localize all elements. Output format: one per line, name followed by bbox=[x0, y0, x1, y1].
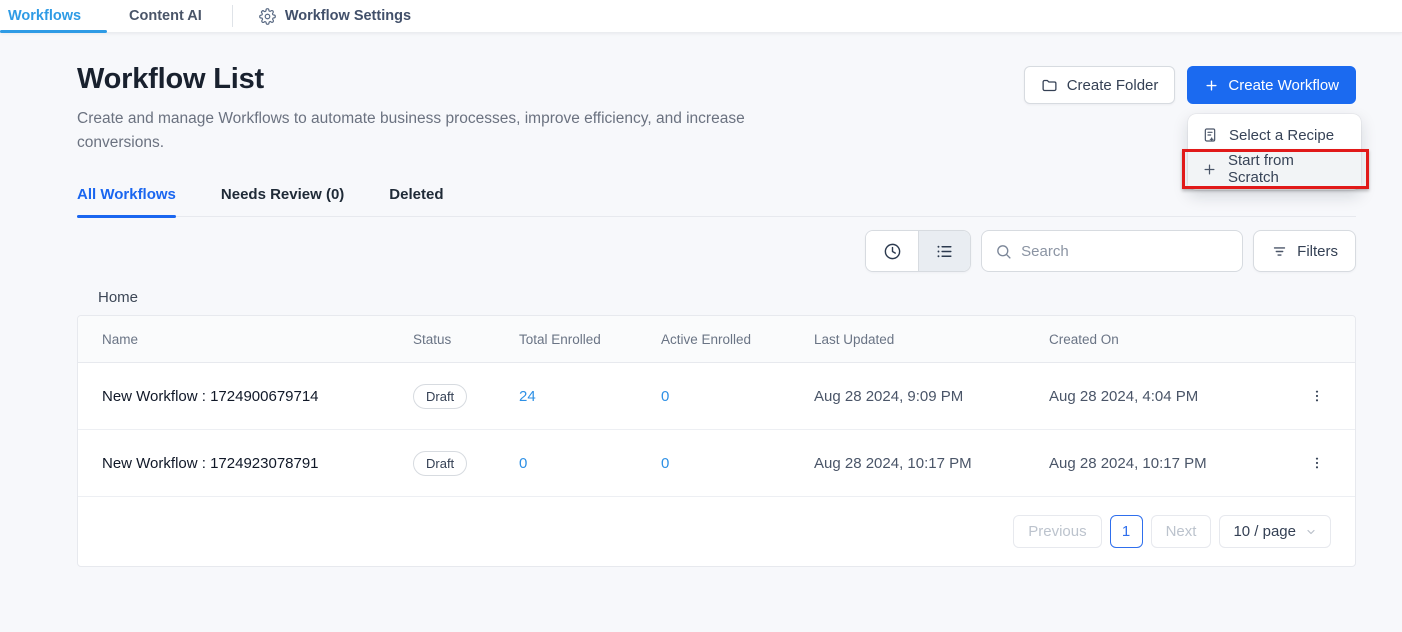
table-row: New Workflow : 1724900679714 Draft 24 0 … bbox=[78, 363, 1355, 431]
search-input[interactable] bbox=[1021, 242, 1230, 260]
filters-button[interactable]: Filters bbox=[1253, 230, 1356, 273]
tab-deleted[interactable]: Deleted bbox=[389, 186, 443, 216]
view-toggle bbox=[865, 230, 972, 273]
nav-workflow-settings[interactable]: Workflow Settings bbox=[241, 0, 429, 32]
list-icon bbox=[935, 242, 954, 261]
tab-needs-review[interactable]: Needs Review (0) bbox=[221, 186, 344, 216]
tab-deleted-label: Deleted bbox=[389, 186, 444, 204]
column-header-total-enrolled: Total Enrolled bbox=[519, 331, 601, 347]
page-header: Workflow List Create and manage Workflow… bbox=[77, 63, 1369, 190]
page-subtitle: Create and manage Workflows to automate … bbox=[77, 110, 745, 152]
tab-all-workflows-label: All Workflows bbox=[77, 186, 176, 204]
chevron-down-icon bbox=[1305, 526, 1317, 538]
kebab-icon bbox=[1309, 388, 1325, 404]
page-size-select[interactable]: 10 / page bbox=[1219, 515, 1331, 549]
next-page-button[interactable]: Next bbox=[1150, 515, 1212, 549]
nav-tab-workflows[interactable]: Workflows bbox=[0, 0, 108, 33]
nav-tab-content-ai[interactable]: Content AI bbox=[107, 0, 224, 32]
nav-tab-content-ai-label: Content AI bbox=[129, 8, 202, 24]
create-workflow-dropdown: Select a Recipe Start from Scratch bbox=[1182, 114, 1369, 190]
create-folder-button[interactable]: Create Folder bbox=[1023, 66, 1176, 104]
workflow-name-link[interactable]: New Workflow : 1724923078791 bbox=[102, 454, 319, 472]
nav-divider bbox=[231, 5, 233, 27]
last-updated-value: Aug 28 2024, 10:17 PM bbox=[814, 454, 972, 472]
status-badge: Draft bbox=[413, 383, 468, 409]
workflow-table: Name Status Total Enrolled Active Enroll… bbox=[77, 315, 1356, 568]
header-actions: Create Folder Create Workflow Select a R… bbox=[1023, 66, 1369, 190]
row-actions-button[interactable] bbox=[1303, 449, 1331, 477]
row-actions-button[interactable] bbox=[1303, 382, 1331, 410]
filter-icon bbox=[1271, 243, 1288, 260]
breadcrumb[interactable]: Home bbox=[98, 289, 139, 307]
page-number-button[interactable]: 1 bbox=[1109, 515, 1143, 549]
search-box bbox=[981, 230, 1244, 273]
menu-item-start-from-scratch-label: Start from Scratch bbox=[1228, 152, 1294, 186]
search-icon bbox=[995, 243, 1012, 260]
create-workflow-button[interactable]: Create Workflow bbox=[1187, 66, 1356, 104]
table-row: New Workflow : 1724923078791 Draft 0 0 A… bbox=[78, 430, 1355, 498]
nav-workflow-settings-label: Workflow Settings bbox=[284, 8, 412, 24]
column-header-status: Status bbox=[413, 331, 452, 347]
previous-page-button[interactable]: Previous bbox=[1013, 515, 1102, 549]
create-folder-label: Create Folder bbox=[1066, 76, 1159, 94]
workflow-name-link[interactable]: New Workflow : 1724900679714 bbox=[102, 387, 319, 405]
clock-icon bbox=[883, 242, 902, 261]
kebab-icon bbox=[1309, 455, 1325, 471]
column-header-created-on: Created On bbox=[1049, 331, 1119, 347]
created-on-value: Aug 28 2024, 10:17 PM bbox=[1049, 454, 1207, 472]
menu-item-start-from-scratch[interactable]: Start from Scratch bbox=[1182, 149, 1369, 189]
page-title: Workflow List bbox=[77, 63, 264, 95]
filters-label: Filters bbox=[1297, 242, 1338, 260]
gear-icon bbox=[258, 7, 276, 25]
last-updated-value: Aug 28 2024, 9:09 PM bbox=[814, 387, 964, 405]
created-on-value: Aug 28 2024, 4:04 PM bbox=[1049, 387, 1199, 405]
workflow-tabs: All Workflows Needs Review (0) Deleted bbox=[77, 186, 1356, 219]
column-header-name: Name bbox=[102, 331, 139, 347]
total-enrolled-link[interactable]: 24 bbox=[519, 387, 536, 405]
create-workflow-label: Create Workflow bbox=[1228, 76, 1339, 94]
tab-all-workflows[interactable]: All Workflows bbox=[77, 186, 176, 219]
plus-icon bbox=[1204, 78, 1219, 93]
column-header-last-updated: Last Updated bbox=[814, 331, 895, 347]
menu-item-select-a-recipe-label: Select a Recipe bbox=[1229, 126, 1335, 144]
active-enrolled-link[interactable]: 0 bbox=[661, 387, 670, 405]
column-header-active-enrolled: Active Enrolled bbox=[661, 331, 752, 347]
list-toolbar: Filters bbox=[77, 230, 1356, 273]
page-size-label: 10 / page bbox=[1233, 523, 1296, 541]
active-enrolled-link[interactable]: 0 bbox=[661, 454, 670, 472]
folder-icon bbox=[1041, 77, 1058, 94]
table-header-row: Name Status Total Enrolled Active Enroll… bbox=[78, 316, 1355, 364]
status-badge: Draft bbox=[413, 450, 468, 476]
list-view-button[interactable] bbox=[918, 231, 971, 272]
tab-needs-review-label: Needs Review (0) bbox=[220, 186, 345, 204]
pagination: Previous 1 Next 10 / page bbox=[78, 497, 1355, 566]
main-content: Workflow List Create and manage Workflow… bbox=[0, 33, 1402, 568]
recipe-icon bbox=[1202, 127, 1218, 143]
clock-view-button[interactable] bbox=[866, 231, 919, 272]
nav-tab-workflows-label: Workflows bbox=[8, 8, 82, 24]
plus-icon bbox=[1202, 162, 1217, 177]
page-header-text: Workflow List Create and manage Workflow… bbox=[77, 63, 827, 155]
menu-item-select-a-recipe[interactable]: Select a Recipe bbox=[1188, 118, 1361, 152]
top-navigation: Workflows Content AI Workflow Settings bbox=[0, 0, 1402, 33]
total-enrolled-link[interactable]: 0 bbox=[519, 454, 528, 472]
